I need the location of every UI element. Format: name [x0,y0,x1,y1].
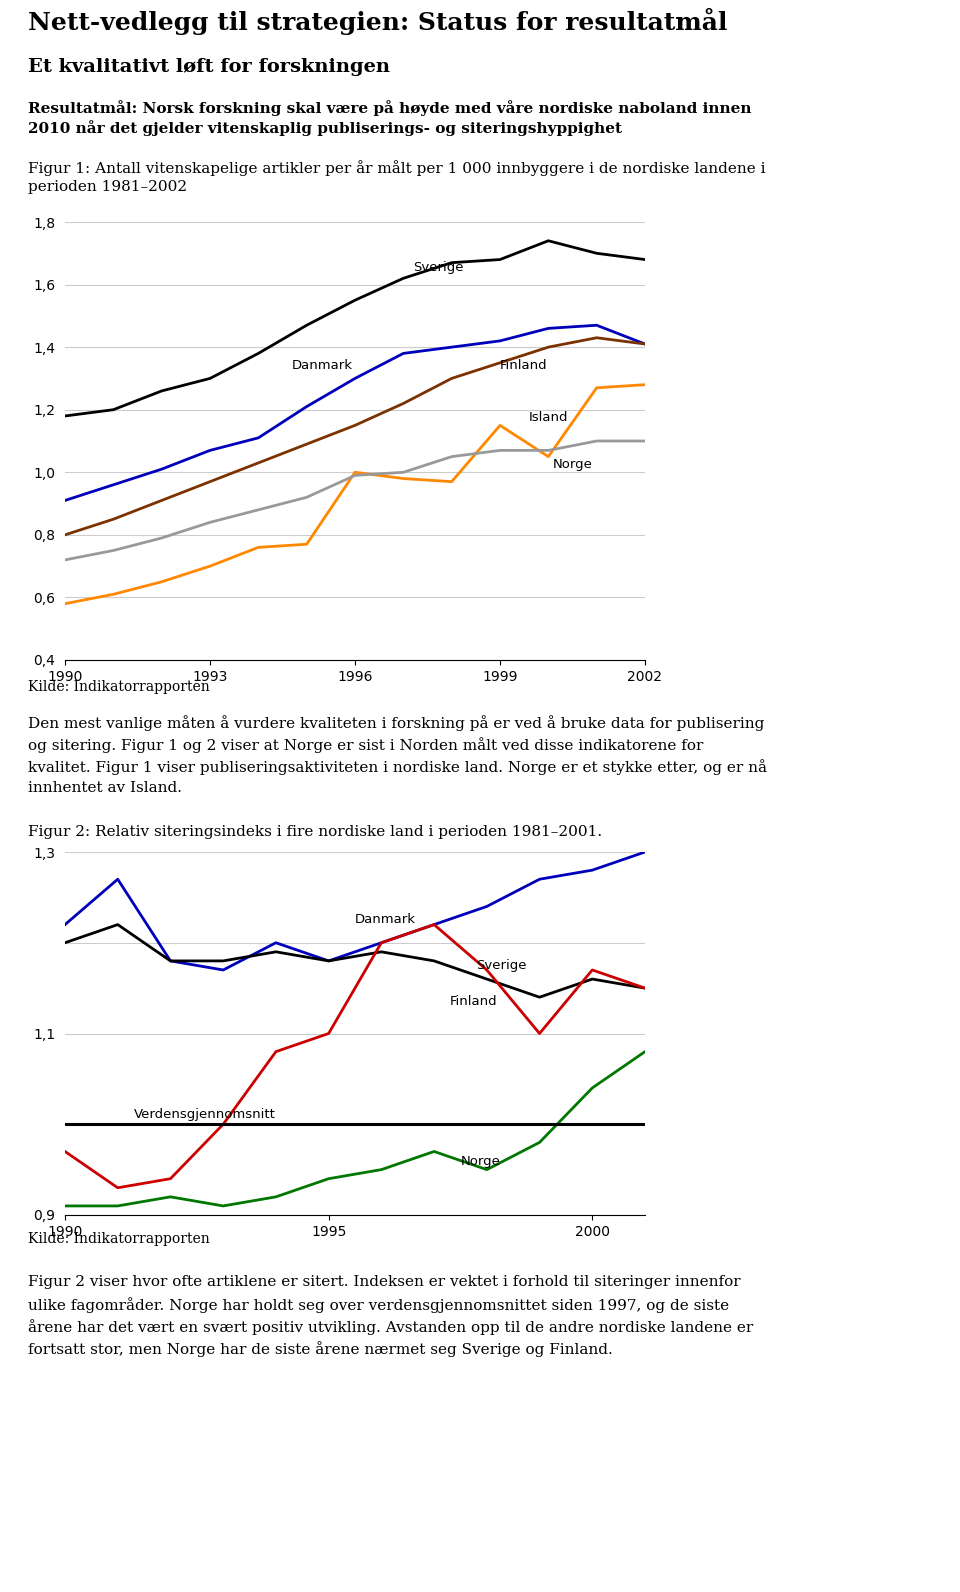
Text: innhentet av Island.: innhentet av Island. [28,782,182,794]
Text: Kilde: Indikatorrapporten: Kilde: Indikatorrapporten [28,1232,209,1247]
Text: Figur 1: Antall vitenskapelige artikler per år målt per 1 000 innbyggere i de no: Figur 1: Antall vitenskapelige artikler … [28,161,765,175]
Text: årene har det vært en svært positiv utvikling. Avstanden opp til de andre nordis: årene har det vært en svært positiv utvi… [28,1320,754,1334]
Text: Sverige: Sverige [413,261,464,274]
Text: Danmark: Danmark [292,360,353,373]
Text: Et kvalitativt løft for forskningen: Et kvalitativt løft for forskningen [28,57,390,76]
Text: Norge: Norge [461,1154,500,1169]
Text: Sverige: Sverige [476,958,527,971]
Text: Danmark: Danmark [355,914,416,927]
Text: Finland: Finland [500,360,547,373]
Text: og sitering. Figur 1 og 2 viser at Norge er sist i Norden målt ved disse indikat: og sitering. Figur 1 og 2 viser at Norge… [28,737,704,753]
Text: fortsatt stor, men Norge har de siste årene nærmet seg Sverige og Finland.: fortsatt stor, men Norge har de siste år… [28,1340,612,1356]
Text: Norge: Norge [553,458,593,471]
Text: Resultatmål: Norsk forskning skal være på høyde med våre nordiske naboland innen: Resultatmål: Norsk forskning skal være p… [28,100,752,116]
Text: Figur 2 viser hvor ofte artiklene er sitert. Indeksen er vektet i forhold til si: Figur 2 viser hvor ofte artiklene er sit… [28,1275,740,1290]
Text: perioden 1981–2002: perioden 1981–2002 [28,180,187,194]
Text: kvalitet. Figur 1 viser publiseringsaktiviteten i nordiske land. Norge er et sty: kvalitet. Figur 1 viser publiseringsakti… [28,759,767,775]
Text: Island: Island [529,411,568,423]
Text: Verdensgjennomsnitt: Verdensgjennomsnitt [133,1108,276,1121]
Text: Kilde: Indikatorrapporten: Kilde: Indikatorrapporten [28,680,209,694]
Text: Finland: Finland [450,995,497,1008]
Text: ulike fagområder. Norge har holdt seg over verdensgjennomsnittet siden 1997, og : ulike fagområder. Norge har holdt seg ov… [28,1297,730,1313]
Text: 2010 når det gjelder vitenskaplig publiserings- og siteringshyppighet: 2010 når det gjelder vitenskaplig publis… [28,119,622,135]
Text: Figur 2: Relativ siteringsindeks i fire nordiske land i perioden 1981–2001.: Figur 2: Relativ siteringsindeks i fire … [28,825,602,839]
Text: Nett-vedlegg til strategien: Status for resultatmål: Nett-vedlegg til strategien: Status for … [28,8,728,35]
Text: Den mest vanlige måten å vurdere kvaliteten i forskning på er ved å bruke data f: Den mest vanlige måten å vurdere kvalite… [28,715,764,731]
